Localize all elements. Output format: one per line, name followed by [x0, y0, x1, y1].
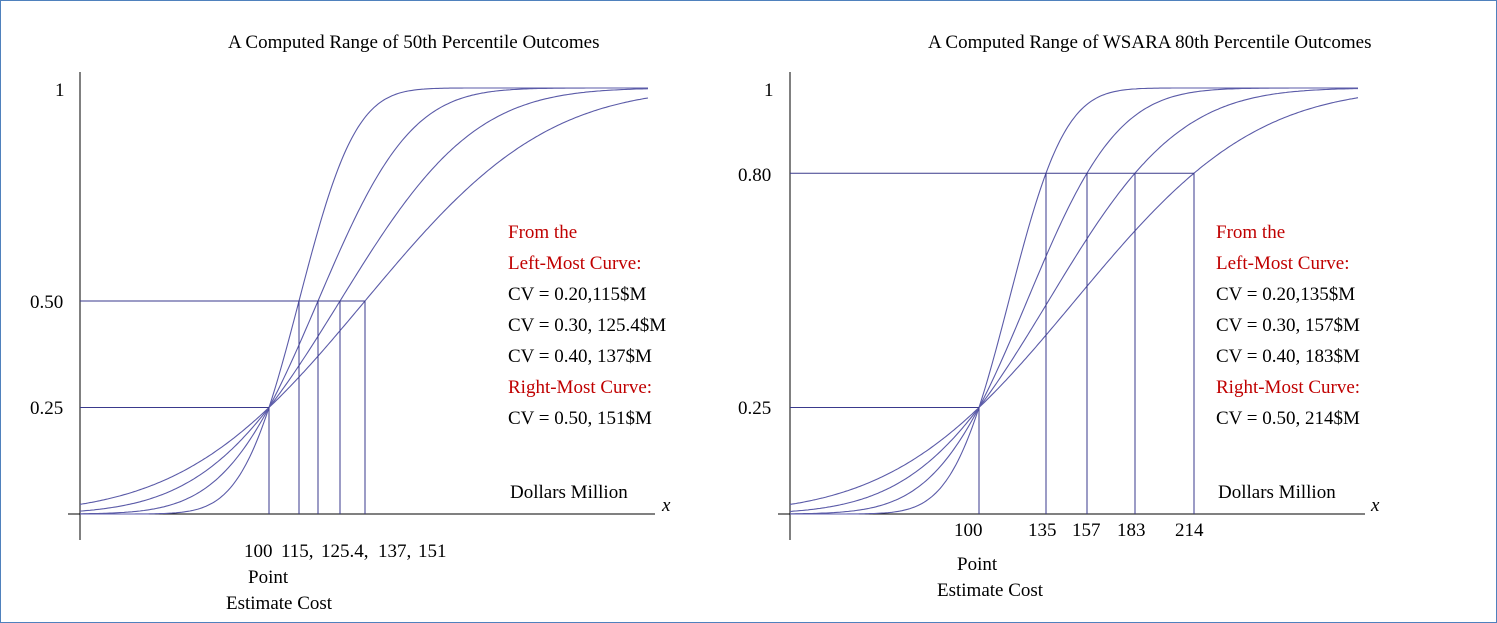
right-x-tick-183: 183 — [1117, 520, 1146, 541]
left-x-axis-title: Dollars Million — [510, 482, 628, 503]
cdf-curve-cv-0-4 — [79, 88, 649, 512]
right-x-tick-214: 214 — [1175, 520, 1204, 541]
cdf-curve-cv-0-4 — [789, 88, 1358, 512]
right-annotation-line-1: CV = 0.20,135$M — [1216, 284, 1355, 305]
right-x-tick-100: 100 — [954, 520, 983, 541]
right-annotation-line-4: CV = 0.50, 214$M — [1216, 408, 1360, 429]
left-y-tick-025: 0.25 — [30, 398, 63, 419]
left-annotation-heading-1: From the — [508, 222, 577, 243]
left-annotation-heading-3: Right-Most Curve: — [508, 377, 652, 398]
right-y-tick-080: 0.80 — [738, 165, 771, 186]
right-annotation-heading-3: Right-Most Curve: — [1216, 377, 1360, 398]
left-curve-group — [79, 87, 649, 515]
cdf-curve-cv-0-5 — [789, 97, 1359, 506]
right-curve-group — [789, 87, 1359, 515]
right-chart-panel: A Computed Range of WSARA 80th Percentil… — [738, 32, 1380, 601]
left-annotation-line-4: CV = 0.50, 151$M — [508, 408, 652, 429]
left-x-tick-125-4: 125.4, — [321, 541, 369, 562]
right-annotation-heading-2: Left-Most Curve: — [1216, 253, 1350, 274]
left-annotation: From the Left-Most Curve: CV = 0.20,115$… — [508, 222, 666, 429]
left-x-tick-151: 151 — [418, 541, 447, 562]
left-annotation-line-2: CV = 0.30, 125.4$M — [508, 315, 666, 336]
cdf-curve-cv-0-3 — [80, 87, 648, 515]
left-annotation-line-3: CV = 0.40, 137$M — [508, 346, 652, 367]
right-annotation-line-3: CV = 0.40, 183$M — [1216, 346, 1360, 367]
right-y-tick-025: 0.25 — [738, 398, 771, 419]
left-x-tick-115: 115, — [281, 541, 314, 562]
left-x-tick-137: 137, — [378, 541, 411, 562]
left-point-label: Point — [248, 567, 289, 588]
right-x-tick-157: 157 — [1072, 520, 1101, 541]
left-x-tick-100: 100 — [244, 541, 273, 562]
right-x-axis-symbol: x — [1370, 495, 1380, 516]
right-guide-lines — [790, 172, 1195, 514]
left-y-tick-1: 1 — [55, 80, 65, 101]
right-x-tick-135: 135 — [1028, 520, 1057, 541]
cdf-curve-cv-0-3 — [790, 87, 1358, 515]
left-chart-panel: A Computed Range of 50th Percentile Outc… — [30, 32, 671, 614]
left-x-axis-symbol: x — [661, 495, 671, 516]
right-x-axis-title: Dollars Million — [1218, 482, 1336, 503]
left-y-tick-050: 0.50 — [30, 292, 63, 313]
right-annotation-heading-1: From the — [1216, 222, 1285, 243]
left-chart-title: A Computed Range of 50th Percentile Outc… — [228, 32, 599, 53]
cdf-curve-cv-0-5 — [79, 97, 649, 505]
right-chart-title: A Computed Range of WSARA 80th Percentil… — [928, 32, 1371, 53]
right-estimate-cost-label: Estimate Cost — [937, 580, 1044, 601]
left-estimate-cost-label: Estimate Cost — [226, 593, 333, 614]
left-annotation-line-1: CV = 0.20,115$M — [508, 284, 647, 305]
right-annotation-line-2: CV = 0.30, 157$M — [1216, 315, 1360, 336]
left-guide-lines — [80, 300, 366, 514]
left-annotation-heading-2: Left-Most Curve: — [508, 253, 642, 274]
right-y-tick-1: 1 — [764, 80, 774, 101]
right-annotation: From the Left-Most Curve: CV = 0.20,135$… — [1216, 222, 1360, 429]
right-point-label: Point — [957, 554, 998, 575]
